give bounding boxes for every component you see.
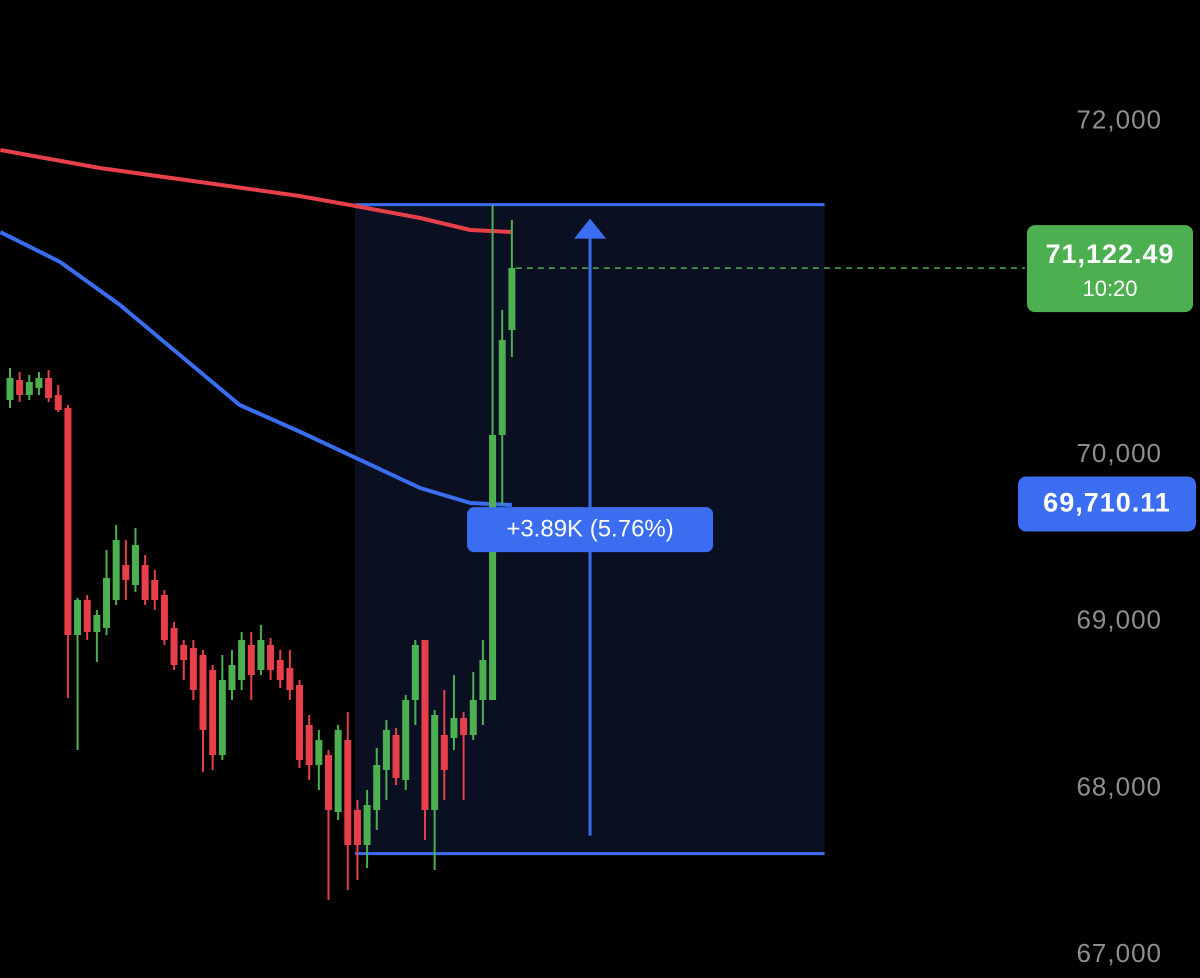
candle-body xyxy=(450,718,458,738)
candle-body xyxy=(247,645,255,675)
candle-body xyxy=(460,718,468,735)
candle-body xyxy=(315,740,323,765)
candle-body xyxy=(131,545,139,585)
candle-body xyxy=(392,735,400,778)
candle-body xyxy=(170,628,178,665)
candle-body xyxy=(373,765,381,810)
candle-body xyxy=(324,755,332,810)
candle-body xyxy=(6,378,14,400)
candle-body xyxy=(64,408,72,635)
candle-body xyxy=(151,580,159,600)
candle-body xyxy=(189,648,197,690)
y-tick-label: 72,000 xyxy=(1076,105,1162,135)
candle-body xyxy=(421,640,429,810)
candle-body xyxy=(112,540,120,600)
candle-body xyxy=(35,378,43,388)
candle-body xyxy=(440,735,448,770)
measure-arrowhead xyxy=(574,218,607,239)
y-tick-label: 67,000 xyxy=(1076,938,1162,968)
candle-body xyxy=(93,615,101,632)
candle-body xyxy=(344,740,352,845)
candle-body xyxy=(25,382,33,395)
candle-body xyxy=(411,645,419,700)
candle-body xyxy=(353,810,361,845)
candle-body xyxy=(209,670,217,755)
candle-body xyxy=(363,805,371,845)
candle-body xyxy=(83,600,91,632)
ma-line xyxy=(0,230,512,507)
ma-price-badge xyxy=(1018,476,1196,532)
candle-body xyxy=(334,730,342,812)
candle-body xyxy=(45,378,53,398)
ma-line xyxy=(0,148,512,234)
candle-body xyxy=(402,700,410,780)
candle-body xyxy=(16,380,24,395)
candle-body xyxy=(228,665,236,690)
measure-label: +3.89K (5.76%) xyxy=(506,516,673,543)
candle-body xyxy=(382,730,390,770)
candle-body xyxy=(267,645,275,670)
candle-body xyxy=(257,640,265,670)
candle-body xyxy=(141,565,149,600)
y-tick-label: 68,000 xyxy=(1076,771,1162,801)
candle-body xyxy=(489,435,497,700)
last-price-time: 10:20 xyxy=(1082,276,1137,301)
last-price-label: 71,122.49 xyxy=(1045,239,1174,269)
candle-body xyxy=(305,725,313,765)
candle-body xyxy=(276,660,284,680)
candle-body xyxy=(508,268,516,330)
candle-body xyxy=(286,668,294,690)
candle-body xyxy=(469,700,477,735)
candle-body xyxy=(180,645,188,660)
candle-body xyxy=(218,680,226,755)
last-price-badge xyxy=(1027,225,1193,313)
candle-body xyxy=(74,600,82,635)
candle-body xyxy=(199,655,207,730)
candle-body xyxy=(238,640,246,680)
candle-body xyxy=(103,578,111,628)
measure-label-badge xyxy=(467,507,714,553)
candle-body xyxy=(498,340,506,435)
candle-body xyxy=(296,685,304,760)
candle-body xyxy=(160,595,168,640)
ma-price-label: 69,710.11 xyxy=(1043,488,1171,518)
candle-body xyxy=(122,565,130,580)
y-tick-label: 70,000 xyxy=(1076,438,1162,468)
candle-body xyxy=(479,660,487,700)
candle-body xyxy=(54,395,62,410)
candle-body xyxy=(431,715,439,810)
y-tick-label: 69,000 xyxy=(1076,605,1162,635)
